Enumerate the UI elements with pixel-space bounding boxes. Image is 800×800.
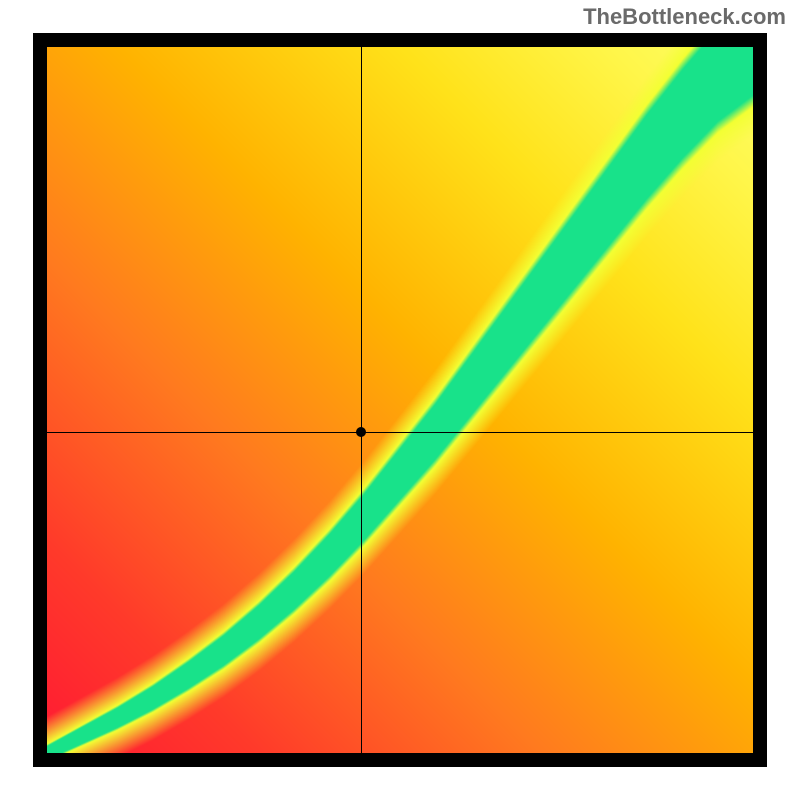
chart-container: TheBottleneck.com (0, 0, 800, 800)
crosshair-vertical (361, 47, 362, 753)
plot-area (47, 47, 753, 753)
chart-frame (33, 33, 767, 767)
watermark-text: TheBottleneck.com (583, 4, 786, 30)
crosshair-dot (356, 427, 366, 437)
heatmap-canvas (47, 47, 753, 753)
crosshair-horizontal (47, 432, 753, 433)
